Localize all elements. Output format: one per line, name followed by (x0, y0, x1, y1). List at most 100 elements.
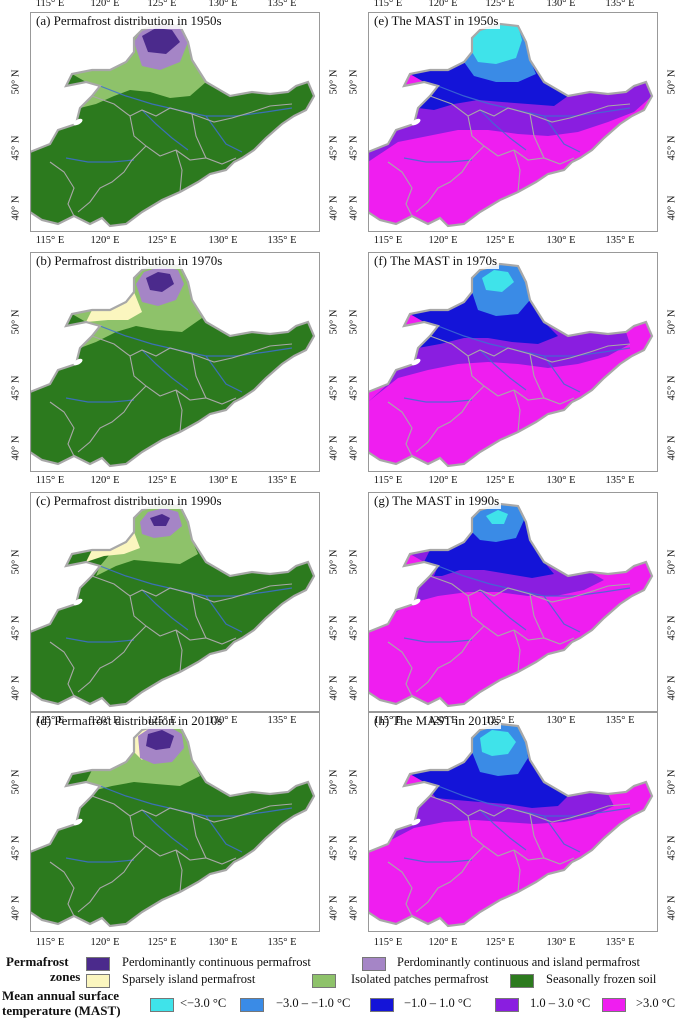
lon-tick-label: 125° E (485, 475, 515, 486)
lake (411, 818, 421, 826)
legend-label-seasonally-frozen: Seasonally frozen soil (546, 972, 657, 986)
lon-tick-label: 120° E (428, 475, 458, 486)
river-line (403, 157, 473, 163)
permafrost-zone-0 (146, 730, 174, 750)
region-outline (368, 262, 654, 468)
province-boundary (529, 813, 545, 859)
region-outline (30, 262, 316, 468)
province-boundary (415, 145, 485, 213)
lon-tick-label: 135° E (267, 0, 297, 9)
permafrost-zone-2 (86, 532, 140, 562)
lat-tick-label: 45° N (10, 375, 22, 401)
river-line (205, 815, 243, 853)
lat-tick-label: 50° N (328, 309, 340, 335)
province-boundary (387, 861, 413, 917)
river-line (205, 355, 243, 393)
river-line (543, 595, 581, 633)
province-boundary (429, 335, 631, 363)
province-boundary (49, 161, 75, 217)
province-boundary (77, 145, 147, 213)
map-panel-g: (g) The MAST in 1990s (368, 492, 658, 712)
lat-tick-label: 45° N (666, 135, 678, 161)
lat-tick-label: 50° N (348, 69, 360, 95)
legend: Permafrost zones Mean annual surface tem… (0, 950, 687, 1024)
lat-tick-label: 45° N (666, 375, 678, 401)
lat-tick-label: 50° N (666, 69, 678, 95)
lake (411, 358, 421, 366)
swatch-mast-minus1-1 (370, 998, 394, 1012)
map-panel-e: (e) The MAST in 1950s (368, 12, 658, 232)
province-boundary (77, 385, 147, 453)
river-line (99, 325, 293, 357)
mast-zone-0 (480, 730, 516, 756)
swatch-sparsely-island (86, 974, 110, 988)
lat-tick-label: 40° N (666, 895, 678, 921)
lon-tick-label: 120° E (90, 715, 120, 726)
river-line (65, 397, 135, 403)
province-boundary (529, 353, 545, 399)
province-boundary (429, 795, 631, 823)
lat-tick-label: 40° N (348, 195, 360, 221)
lat-tick-label: 40° N (328, 195, 340, 221)
province-boundary (175, 389, 183, 433)
river-line (141, 349, 189, 391)
lon-tick-label: 115° E (373, 235, 403, 246)
region-outline (30, 502, 316, 708)
lon-tick-label: 120° E (428, 937, 458, 948)
province-boundary (175, 149, 183, 193)
river-line (479, 809, 527, 851)
province-boundary (91, 95, 293, 123)
swatch-seasonally-frozen (510, 974, 534, 988)
lat-tick-label: 45° N (348, 615, 360, 641)
map-svg-d (30, 712, 320, 932)
province-boundary (175, 849, 183, 893)
river-line (437, 565, 631, 597)
lake (411, 598, 421, 606)
lon-tick-label: 115° E (35, 235, 65, 246)
swatch-mast-gt3 (602, 998, 626, 1012)
panel-title-a: (a) Permafrost distribution in 1950s (34, 13, 224, 29)
lon-tick-label: 120° E (428, 715, 458, 726)
province-boundary (91, 335, 293, 363)
lon-tick-label: 120° E (90, 0, 120, 9)
lon-tick-label: 135° E (267, 715, 297, 726)
lat-tick-label: 50° N (328, 69, 340, 95)
lat-tick-label: 40° N (10, 195, 22, 221)
lat-tick-label: 40° N (10, 895, 22, 921)
region-outline (368, 502, 654, 708)
river-line (543, 355, 581, 393)
permafrost-zone-0 (146, 272, 174, 292)
lat-tick-label: 40° N (328, 895, 340, 921)
province-boundary (77, 845, 147, 913)
legend-label-mast-minus3-minus1: −3.0 – −1.0 °C (276, 996, 351, 1010)
lat-tick-label: 50° N (666, 549, 678, 575)
lat-tick-label: 45° N (348, 375, 360, 401)
province-boundary (49, 401, 75, 457)
map-svg-a (30, 12, 320, 232)
region-outline (30, 22, 316, 228)
lat-tick-label: 50° N (10, 549, 22, 575)
lat-tick-label: 50° N (10, 309, 22, 335)
river-line (99, 785, 293, 817)
panel-title-f: (f) The MAST in 1970s (372, 253, 500, 269)
province-boundary (415, 845, 485, 913)
lat-tick-label: 45° N (666, 615, 678, 641)
province-boundary (191, 353, 207, 399)
legend-label-sparsely-island: Sparsely island permafrost (122, 972, 256, 986)
lat-tick-label: 40° N (666, 675, 678, 701)
lat-tick-label: 50° N (666, 309, 678, 335)
river-line (99, 85, 293, 117)
province-boundary (387, 641, 413, 697)
lat-tick-label: 40° N (348, 675, 360, 701)
lat-tick-label: 45° N (666, 835, 678, 861)
lon-tick-label: 115° E (373, 475, 403, 486)
map-panel-f: (f) The MAST in 1970s (368, 252, 658, 472)
map-svg-e (368, 12, 658, 232)
region-outline (368, 722, 654, 928)
swatch-mast-lt-minus3 (150, 998, 174, 1012)
lat-tick-label: 50° N (348, 309, 360, 335)
mast-legend-header: Mean annual surface temperature (MAST) (2, 988, 121, 1018)
province-boundary (49, 861, 75, 917)
lat-tick-label: 45° N (10, 615, 22, 641)
lon-tick-label: 120° E (90, 937, 120, 948)
